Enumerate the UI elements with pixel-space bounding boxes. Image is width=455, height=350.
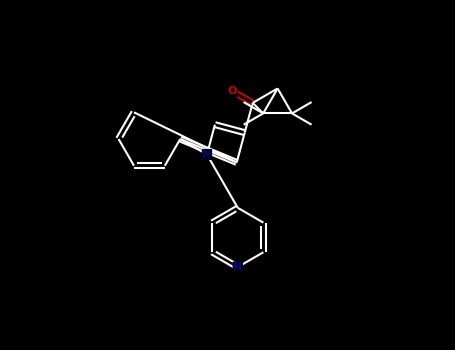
Text: O: O [228, 86, 238, 96]
Text: N: N [202, 149, 212, 160]
Text: N: N [233, 262, 243, 272]
